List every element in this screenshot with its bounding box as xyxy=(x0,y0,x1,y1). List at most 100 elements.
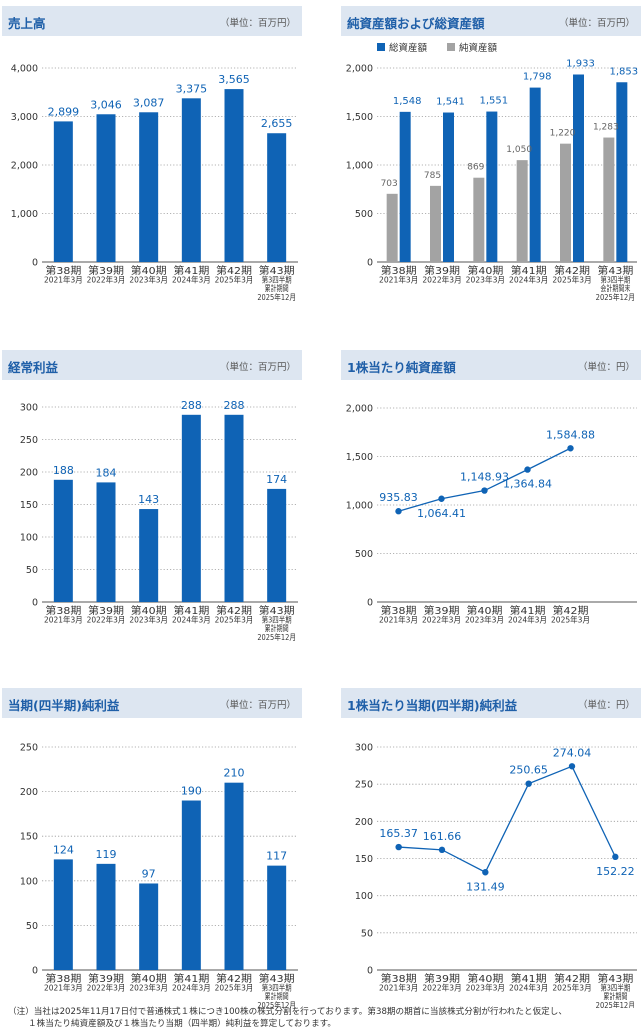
data-point xyxy=(481,487,488,494)
x-category-label: 第41期 xyxy=(173,604,209,617)
y-tick-label: 300 xyxy=(355,743,373,754)
x-category-label: 第43期 xyxy=(597,264,633,277)
data-label: 3,046 xyxy=(90,98,122,111)
data-label: 869 xyxy=(467,163,484,173)
net-assets-bar xyxy=(473,177,485,262)
x-category-label: 第38期 xyxy=(381,604,417,617)
x-category-label: 第42期 xyxy=(216,264,252,277)
x-category-label: 第3四半期 xyxy=(262,615,292,625)
x-category-label: 第39期 xyxy=(88,604,124,617)
x-category-label: 2022年3月 xyxy=(87,615,126,625)
chart-title: 売上高 xyxy=(8,16,46,31)
x-category-label: 2022年3月 xyxy=(87,983,126,993)
footnote-line-2: １株当たり純資産額及び１株当たり当期（四半期）純利益を算定しております。 xyxy=(28,1019,337,1029)
data-label: 1,548 xyxy=(393,96,422,107)
x-category-label: 第39期 xyxy=(88,972,124,985)
data-label: 1,148.93 xyxy=(460,471,509,484)
ordinary-chart: 300 250 200 150 100 50 0 188 184 143 288 288 174 第38期… xyxy=(20,399,298,642)
data-label: 1,933 xyxy=(566,58,595,69)
data-point xyxy=(438,495,445,502)
x-category-label: 2022年3月 xyxy=(422,275,461,285)
x-category-label: 第38期 xyxy=(45,604,81,617)
data-label: 250.65 xyxy=(509,764,548,777)
y-tick-label: 200 xyxy=(20,468,38,479)
x-category-label: 2023年3月 xyxy=(129,983,168,993)
y-tick-label: 0 xyxy=(32,598,38,609)
total-assets-bar xyxy=(616,82,628,262)
x-category-label: 2024年3月 xyxy=(172,615,211,625)
bar xyxy=(267,133,287,262)
y-tick-label: 200 xyxy=(355,817,373,828)
y-tick-label: 250 xyxy=(355,780,373,791)
x-category-label: 第43期 xyxy=(259,604,295,617)
y-tick-label: 500 xyxy=(355,209,373,220)
sales-chart: 4,000 3,000 2,000 1,000 0 2,899 3,046 3,087 3,37… xyxy=(11,64,298,302)
x-category-label: 会計期間末 xyxy=(600,283,630,293)
total-assets-bar xyxy=(529,87,541,263)
panel-header xyxy=(341,350,641,380)
x-category-label: 第43期 xyxy=(597,972,633,985)
data-label: 2,899 xyxy=(48,105,80,118)
x-category-label: 第40期 xyxy=(131,972,167,985)
panel-ordinary: 経常利益 （単位：百万円） 300 250 200 150 100 50 0 188 184 14… xyxy=(2,350,302,650)
data-point xyxy=(482,869,489,876)
x-category-label: 累計期間 xyxy=(265,991,289,1001)
y-tick-label: 150 xyxy=(355,854,373,865)
data-label: 3,087 xyxy=(133,96,165,109)
x-category-label: 2021年3月 xyxy=(379,615,418,625)
y-tick-label: 100 xyxy=(20,876,38,887)
net-assets-bar xyxy=(560,143,571,262)
x-category-label: 2025年3月 xyxy=(215,275,254,285)
x-category-label: 2025年3月 xyxy=(551,615,590,625)
data-label: 119 xyxy=(96,848,117,861)
data-label: 1,050 xyxy=(506,145,532,155)
x-category-label: 第3四半期 xyxy=(262,983,292,993)
x-category-label: 第43期 xyxy=(259,972,295,985)
legend-swatch xyxy=(447,43,455,51)
chart-title: 純資産額および総資産額 xyxy=(347,16,485,31)
chart-title: 経常利益 xyxy=(8,360,59,375)
y-tick-label: 300 xyxy=(20,403,38,414)
bar xyxy=(181,414,201,602)
legend-label: 純資産額 xyxy=(459,42,498,54)
x-category-label: 第42期 xyxy=(554,264,590,277)
x-category-label: 第42期 xyxy=(553,604,589,617)
data-label: 210 xyxy=(224,767,245,780)
footnote-line-1: （注）当社は2025年11月17日付で普通株式１株につき100株の株式分割を行っ… xyxy=(8,1007,567,1017)
net-assets-bar xyxy=(386,193,398,262)
y-tick-label: 2,000 xyxy=(346,404,373,415)
x-category-label: 第39期 xyxy=(88,264,124,277)
x-category-label: 2025年12月 xyxy=(596,1000,635,1008)
y-tick-label: 50 xyxy=(26,565,38,576)
x-category-label: 第3四半期 xyxy=(600,983,630,993)
x-category-label: 2023年3月 xyxy=(129,615,168,625)
data-label: 97 xyxy=(142,867,156,880)
y-tick-label: 250 xyxy=(20,743,38,754)
y-tick-label: 1,000 xyxy=(11,209,38,220)
data-label: 1,364.84 xyxy=(503,478,552,491)
y-tick-label: 0 xyxy=(32,966,38,977)
data-point xyxy=(524,466,531,473)
data-point xyxy=(525,780,532,787)
bar xyxy=(53,479,73,602)
x-category-label: 第41期 xyxy=(511,264,547,277)
x-category-label: 2025年3月 xyxy=(215,615,254,625)
y-tick-label: 2,000 xyxy=(346,64,373,75)
data-label: 1,541 xyxy=(436,97,465,108)
net-assets-bar xyxy=(430,185,441,262)
x-category-label: 2025年3月 xyxy=(215,983,254,993)
x-category-label: 2025年12月 xyxy=(257,632,296,642)
bar xyxy=(53,859,73,970)
data-label: 174 xyxy=(266,473,287,486)
x-category-label: 第3四半期 xyxy=(262,275,292,285)
data-label: 161.66 xyxy=(423,830,462,843)
total-assets-bar xyxy=(443,112,454,262)
bar xyxy=(96,863,116,970)
y-tick-label: 150 xyxy=(20,832,38,843)
bar xyxy=(224,414,244,602)
y-tick-label: 250 xyxy=(20,435,38,446)
x-category-label: 2023年3月 xyxy=(129,275,168,285)
data-label: 1,584.88 xyxy=(546,428,595,441)
data-label: 1,853 xyxy=(610,66,639,77)
unit-label: （単位：百万円） xyxy=(219,362,296,373)
